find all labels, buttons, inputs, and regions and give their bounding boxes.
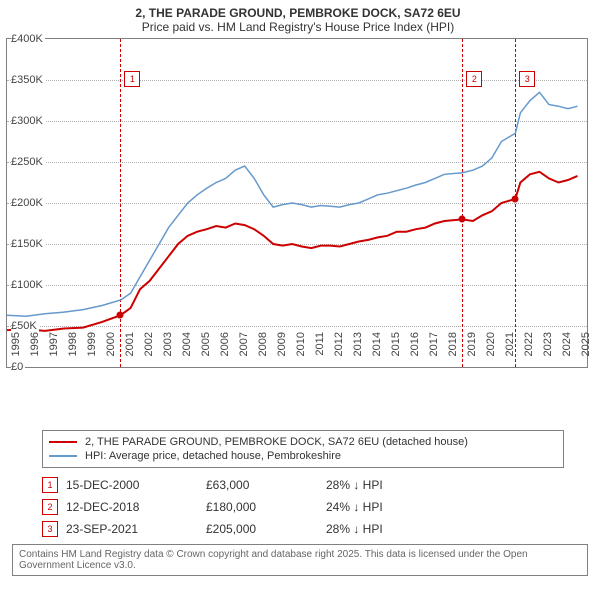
- events-table: 115-DEC-2000£63,00028% ↓ HPI212-DEC-2018…: [42, 474, 564, 540]
- line-canvas: [7, 39, 587, 367]
- series-line-hpi: [7, 92, 578, 316]
- y-tick-label: £350K: [11, 74, 45, 86]
- event-delta: 24% ↓ HPI: [326, 500, 564, 514]
- legend-swatch: [49, 455, 77, 457]
- title-block: 2, THE PARADE GROUND, PEMBROKE DOCK, SA7…: [6, 6, 590, 34]
- event-date: 12-DEC-2018: [66, 500, 206, 514]
- event-row: 3 23-SEP-2021£205,00028% ↓ HPI: [42, 518, 564, 540]
- legend-item: 2, THE PARADE GROUND, PEMBROKE DOCK, SA7…: [49, 435, 557, 449]
- legend-label: 2, THE PARADE GROUND, PEMBROKE DOCK, SA7…: [85, 436, 468, 448]
- event-price: £180,000: [206, 500, 326, 514]
- event-id-box: 2: [42, 499, 58, 515]
- event-marker-box: 3: [519, 71, 535, 87]
- y-tick-label: £250K: [11, 156, 45, 168]
- event-id-box: 1: [42, 477, 58, 493]
- title-subtitle: Price paid vs. HM Land Registry's House …: [6, 20, 590, 34]
- event-delta: 28% ↓ HPI: [326, 522, 564, 536]
- y-tick-label: £50K: [11, 320, 39, 332]
- y-tick-label: £100K: [11, 279, 45, 291]
- event-price: £63,000: [206, 478, 326, 492]
- legend: 2, THE PARADE GROUND, PEMBROKE DOCK, SA7…: [42, 430, 564, 468]
- chart-container: 2, THE PARADE GROUND, PEMBROKE DOCK, SA7…: [0, 0, 600, 580]
- event-marker-box: 2: [466, 71, 482, 87]
- event-date: 15-DEC-2000: [66, 478, 206, 492]
- event-date: 23-SEP-2021: [66, 522, 206, 536]
- y-tick-label: £150K: [11, 238, 45, 250]
- legend-label: HPI: Average price, detached house, Pemb…: [85, 450, 341, 462]
- legend-item: HPI: Average price, detached house, Pemb…: [49, 449, 557, 463]
- y-tick-label: £400K: [11, 33, 45, 45]
- y-tick-label: £200K: [11, 197, 45, 209]
- event-price: £205,000: [206, 522, 326, 536]
- event-delta: 28% ↓ HPI: [326, 478, 564, 492]
- title-address: 2, THE PARADE GROUND, PEMBROKE DOCK, SA7…: [6, 6, 590, 20]
- footnote: Contains HM Land Registry data © Crown c…: [12, 544, 588, 576]
- y-tick-label: £0: [11, 361, 25, 373]
- legend-swatch: [49, 441, 77, 443]
- sale-dot: [459, 216, 466, 223]
- sale-dot: [512, 195, 519, 202]
- event-row: 2 12-DEC-2018£180,00024% ↓ HPI: [42, 496, 564, 518]
- x-axis: 1995199619971998199920002001200220032004…: [6, 368, 588, 428]
- event-id-box: 3: [42, 521, 58, 537]
- y-tick-label: £300K: [11, 115, 45, 127]
- sale-dot: [117, 312, 124, 319]
- event-row: 1 15-DEC-2000£63,00028% ↓ HPI: [42, 474, 564, 496]
- plot-area: £0£50K£100K£150K£200K£250K£300K£350K£400…: [6, 38, 588, 368]
- event-marker-box: 1: [124, 71, 140, 87]
